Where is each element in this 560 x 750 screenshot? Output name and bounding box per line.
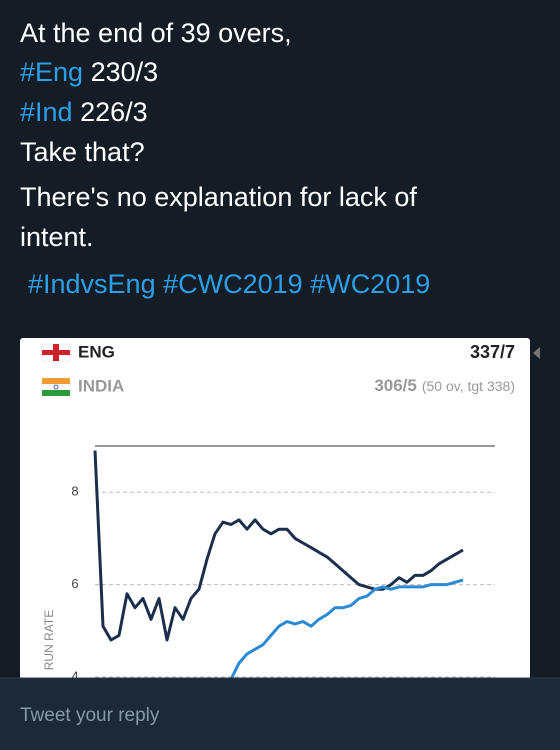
y-tick-label: 6	[71, 576, 78, 591]
team-name: INDIA	[78, 376, 124, 395]
team-score: 306/5 (50 ov, tgt 338)	[374, 376, 515, 395]
hashtag[interactable]: #Ind	[20, 97, 73, 127]
lines	[93, 450, 464, 680]
tweet-line: At the end of 39 overs,	[20, 18, 292, 48]
tweet-line: There's no explanation for lack of	[20, 182, 417, 212]
team-name: ENG	[78, 342, 115, 361]
score: 306/5	[374, 376, 417, 395]
text-segment	[156, 269, 164, 299]
series-line	[229, 578, 464, 680]
text-segment: intent.	[20, 222, 94, 252]
score-detail: (50 ov, tgt 338)	[422, 378, 515, 394]
text-segment: Take that?	[20, 137, 145, 167]
tweet-line: Take that?	[20, 137, 145, 167]
tweet-line: #Eng 230/3	[20, 57, 158, 87]
tweet-line: #IndvsEng #CWC2019 #WC2019	[28, 269, 430, 299]
scroll-arrow	[533, 347, 540, 359]
hashtag[interactable]: #WC2019	[310, 269, 430, 299]
y-axis-label: RUN RATE	[42, 610, 56, 670]
tweet-line: intent.	[20, 222, 94, 252]
tweet-text: At the end of 39 overs, #Eng 230/3 #Ind 22…	[20, 18, 430, 299]
text-segment	[303, 269, 311, 299]
text-segment: At the end of 39 overs,	[20, 18, 292, 48]
text-segment: 230/3	[83, 57, 158, 87]
reply-input[interactable]: Tweet your reply	[20, 705, 160, 726]
plot: 4 6 8	[71, 445, 495, 683]
text-segment: There's no explanation for lack of	[20, 182, 417, 212]
y-tick-label: 8	[71, 484, 78, 499]
eng-flag	[41, 343, 71, 362]
y-tick-label: 4	[71, 668, 78, 683]
hashtag[interactable]: #Eng	[20, 57, 83, 87]
india-flag	[42, 378, 70, 396]
series-line	[93, 450, 464, 642]
reply-bar	[0, 678, 560, 750]
hashtag[interactable]: #IndvsEng	[28, 269, 156, 299]
team-score: 337/7	[470, 342, 515, 362]
tweet-line: #Ind 226/3	[20, 97, 148, 127]
text-segment: 226/3	[73, 97, 148, 127]
hashtag[interactable]: #CWC2019	[163, 269, 303, 299]
